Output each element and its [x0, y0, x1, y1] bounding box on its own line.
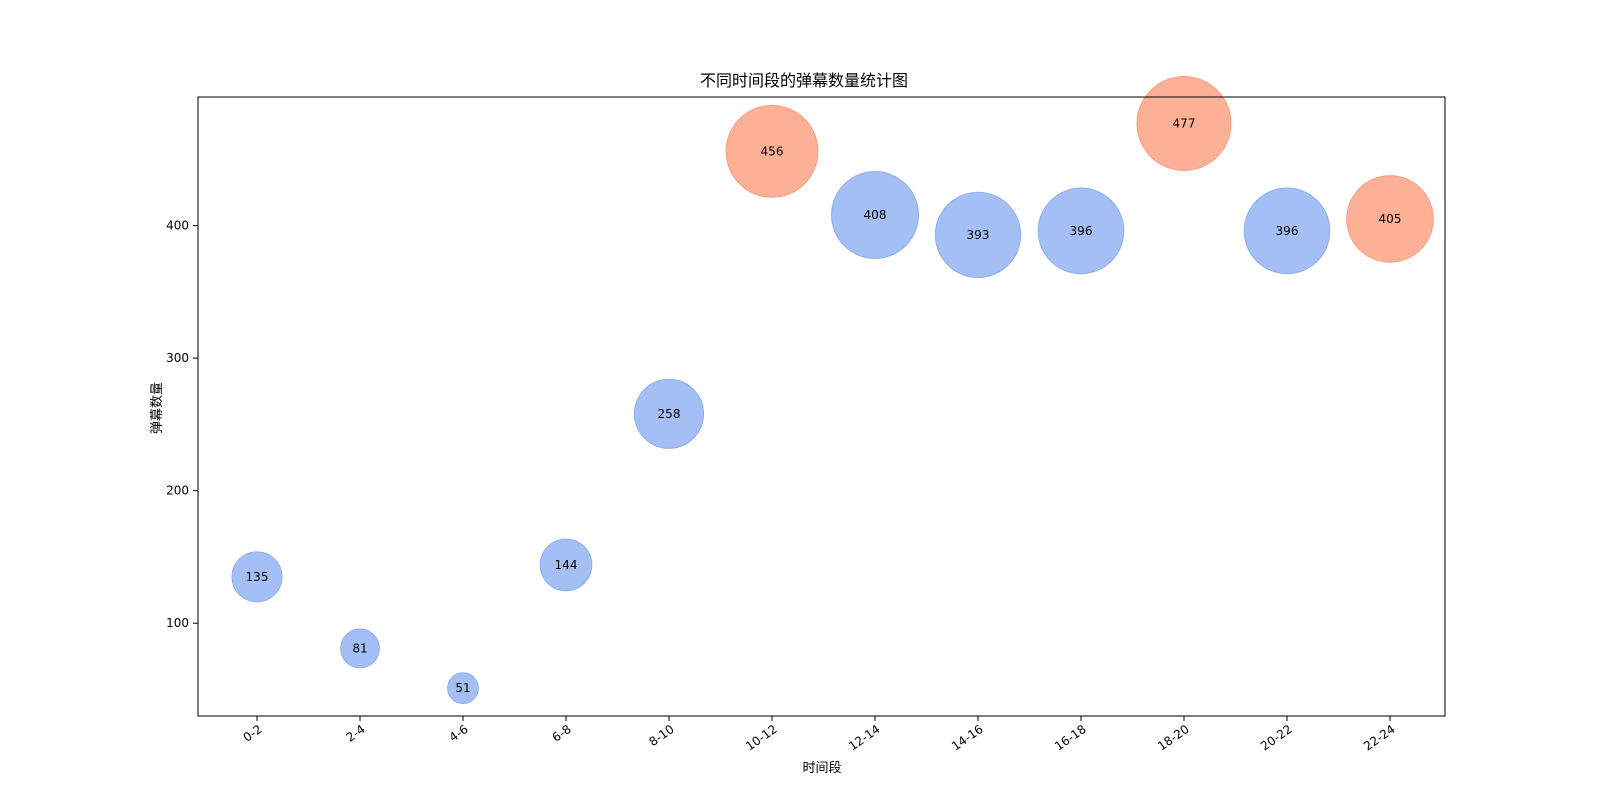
data-label-20-22: 396 [1276, 224, 1299, 238]
data-labels: 135 81 51 144 258 456 408 393 396 477 396 405 [246, 117, 1402, 696]
y-axis-label: 弹幕数量 [150, 382, 165, 434]
bubble-12-14 [831, 170, 919, 259]
y-tick-label-200: 200 [166, 484, 189, 498]
plot-area-frame [197, 96, 1446, 717]
bubble-2-4 [340, 628, 380, 669]
data-label-16-18: 396 [1070, 224, 1093, 238]
bubble-6-8 [539, 538, 593, 592]
data-label-10-12: 456 [761, 144, 784, 158]
data-label-2-4: 81 [352, 641, 367, 655]
bubble-14-16 [934, 191, 1022, 279]
x-tick-label-0-2: 0-2 [241, 722, 265, 745]
y-axis: 100 200 300 400 [166, 219, 198, 630]
data-label-14-16: 393 [967, 228, 990, 242]
data-label-4-6: 51 [455, 681, 470, 695]
y-tick-label-300: 300 [166, 351, 189, 365]
bubble-20-22 [1243, 187, 1331, 275]
x-tick-label-6-8: 6-8 [550, 722, 574, 745]
x-tick-label-8-10: 8-10 [646, 722, 676, 749]
x-tick-label-16-18: 16-18 [1052, 722, 1089, 753]
bubble-4-6 [447, 672, 479, 705]
y-tick-label-400: 400 [166, 219, 189, 233]
x-axis: 0-2 2-4 4-6 6-8 8-10 10-12 12-14 14-16 16-18 18-2… [241, 716, 1398, 753]
x-axis-label: 时间段 [802, 761, 841, 776]
bubble-10-12 [725, 104, 819, 198]
data-label-12-14: 408 [864, 208, 887, 222]
bubble-8-10 [633, 378, 705, 449]
chart-title: 不同时间段的弹幕数量统计图 [700, 71, 908, 90]
x-tick-label-4-6: 4-6 [447, 722, 471, 745]
bubble-22-24 [1346, 175, 1434, 263]
x-tick-label-2-4: 2-4 [344, 722, 368, 745]
bubble-series [231, 76, 1434, 705]
y-tick-label-100: 100 [166, 616, 189, 630]
bubble-18-20 [1136, 76, 1232, 172]
x-tick-label-18-20: 18-20 [1155, 722, 1192, 753]
bubble-16-18 [1037, 187, 1125, 275]
x-tick-label-20-22: 20-22 [1258, 722, 1295, 753]
data-label-18-20: 477 [1173, 117, 1196, 131]
data-label-0-2: 135 [246, 570, 269, 584]
x-tick-label-22-24: 22-24 [1361, 722, 1398, 753]
x-tick-label-10-12: 10-12 [743, 722, 780, 753]
bubble-0-2 [231, 551, 283, 603]
data-label-8-10: 258 [658, 407, 681, 421]
x-tick-label-12-14: 12-14 [846, 722, 883, 753]
x-tick-label-14-16: 14-16 [949, 722, 986, 753]
data-label-22-24: 405 [1379, 212, 1402, 226]
data-label-6-8: 144 [555, 558, 578, 572]
